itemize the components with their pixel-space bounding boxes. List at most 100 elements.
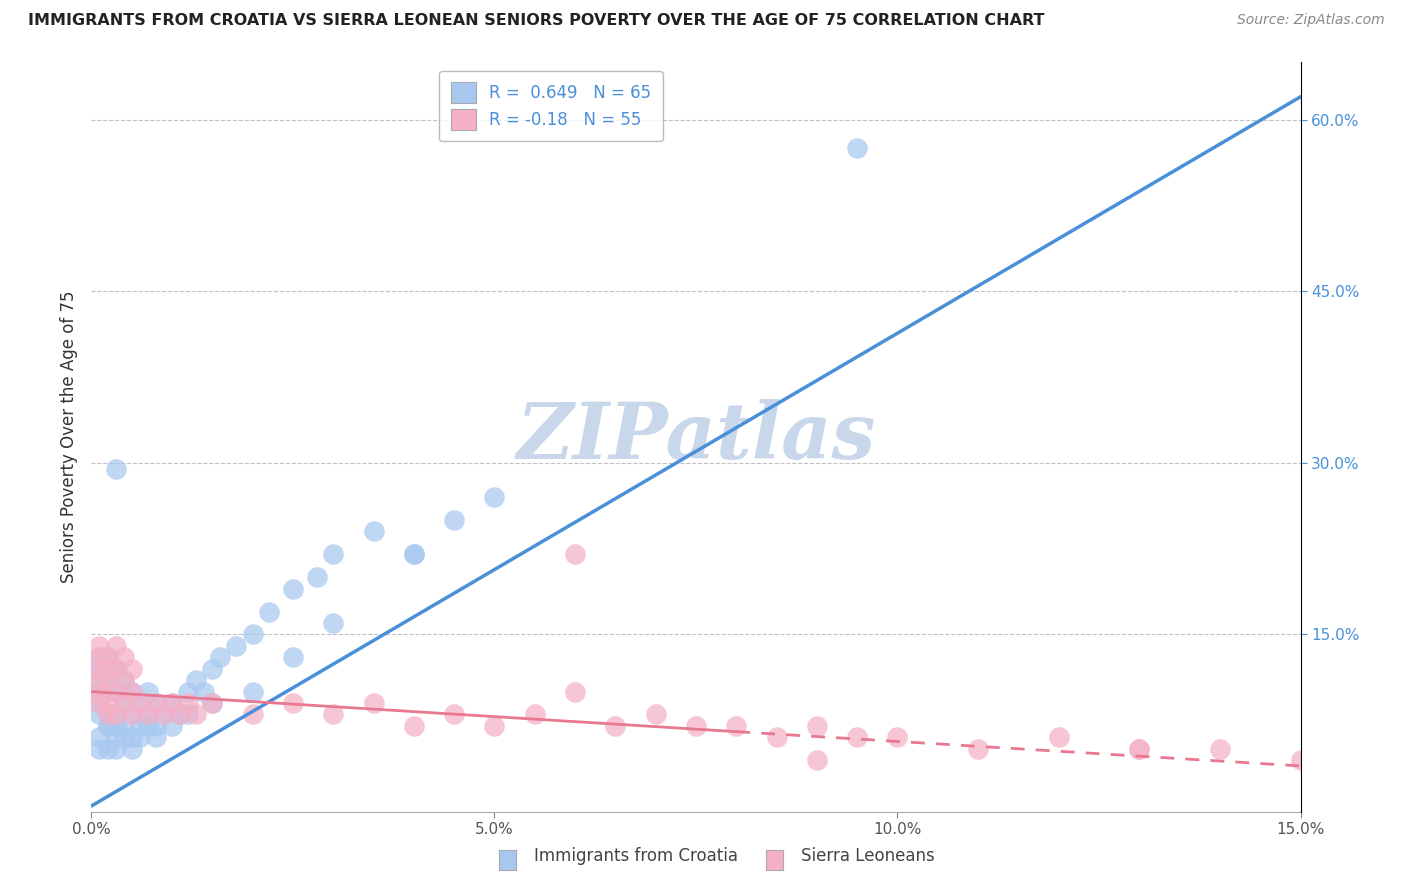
Point [104,639,127,653]
Point [363,696,385,710]
Point [136,707,159,722]
Point [89,731,111,745]
Point [806,719,828,733]
Point [402,547,425,561]
Point [443,513,465,527]
Point [89,673,111,688]
Point [104,662,127,676]
Text: ZIPatlas: ZIPatlas [516,399,876,475]
Point [128,696,150,710]
Point [128,731,150,745]
Point [121,707,143,722]
Point [136,719,159,733]
Point [242,684,264,698]
Point [145,696,167,710]
Point [104,662,127,676]
Text: Immigrants from Croatia: Immigrants from Croatia [534,847,738,865]
Point [685,719,707,733]
Point [160,696,183,710]
Point [112,731,135,745]
Point [209,650,232,665]
Point [89,650,111,665]
Point [225,639,247,653]
Point [104,684,127,698]
Text: Sierra Leoneans: Sierra Leoneans [801,847,935,865]
Point [89,673,111,688]
Text: IMMIGRANTS FROM CROATIA VS SIERRA LEONEAN SENIORS POVERTY OVER THE AGE OF 75 COR: IMMIGRANTS FROM CROATIA VS SIERRA LEONEA… [28,13,1045,29]
Point [307,570,329,584]
Point [201,696,224,710]
Point [136,684,159,698]
Point [806,753,828,767]
Point [605,719,627,733]
Point [104,684,127,698]
Point [177,707,200,722]
Point [121,741,143,756]
Point [846,141,869,155]
Point [96,696,118,710]
Point [281,582,304,596]
Point [128,719,150,733]
Point [169,707,191,722]
Point [89,639,111,653]
Point [145,731,167,745]
Point [96,662,118,676]
Legend: R =  0.649   N = 65, R = -0.18   N = 55: R = 0.649 N = 65, R = -0.18 N = 55 [439,70,662,142]
Point [153,707,176,722]
Point [257,605,280,619]
Point [193,684,215,698]
Point [201,696,224,710]
Point [112,696,135,710]
Point [89,707,111,722]
Point [1128,741,1150,756]
Point [89,696,111,710]
Point [89,662,111,676]
Point [112,719,135,733]
Point [169,707,191,722]
Point [104,719,127,733]
Point [402,719,425,733]
Point [96,673,118,688]
Point [186,707,208,722]
Point [96,650,118,665]
Point [104,707,127,722]
Point [121,707,143,722]
Point [89,662,111,676]
Point [104,741,127,756]
Point [443,707,465,722]
Point [886,731,908,745]
Point [1209,741,1232,756]
Point [96,719,118,733]
Point [402,547,425,561]
Point [112,673,135,688]
Point [484,490,506,504]
Point [564,547,586,561]
Point [104,707,127,722]
Point [89,696,111,710]
Point [145,719,167,733]
Point [967,741,990,756]
Point [523,707,546,722]
Point [96,650,118,665]
Point [89,650,111,665]
Point [160,696,183,710]
Point [725,719,748,733]
Point [846,731,869,745]
Point [89,741,111,756]
Point [136,707,159,722]
Point [96,707,118,722]
Point [177,696,200,710]
Point [281,650,304,665]
Point [89,684,111,698]
Point [322,615,344,630]
Point [484,719,506,733]
Point [112,673,135,688]
Point [186,673,208,688]
Point [363,524,385,539]
Point [121,684,143,698]
Point [242,707,264,722]
Point [322,547,344,561]
Point [121,731,143,745]
Point [104,731,127,745]
Point [112,650,135,665]
